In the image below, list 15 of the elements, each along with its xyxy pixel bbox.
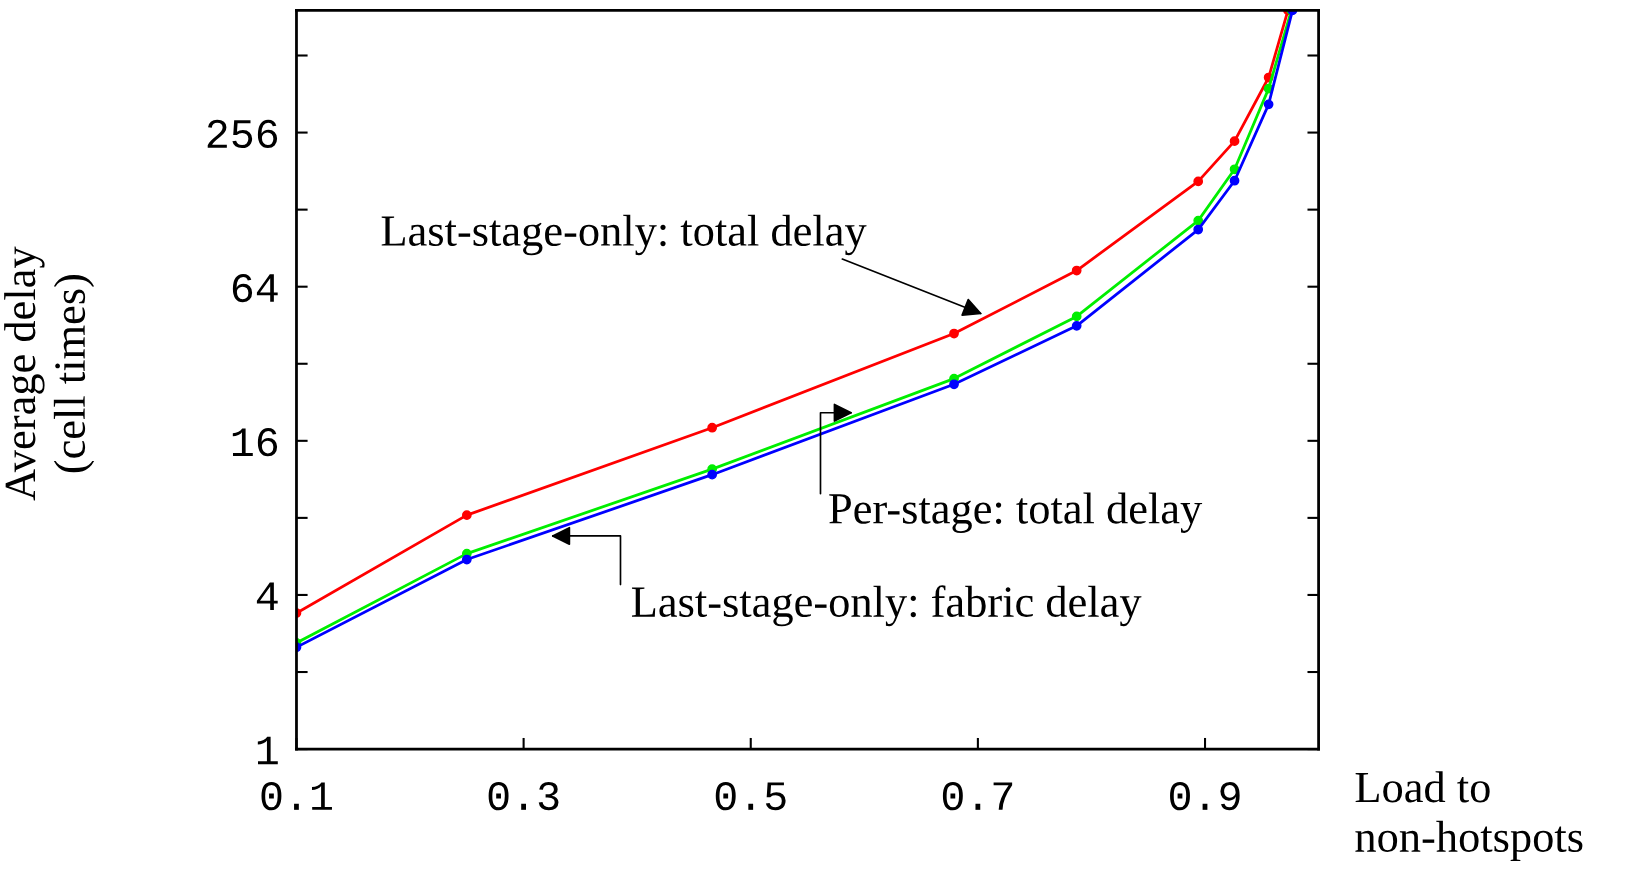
x-tick-label: 0.7	[942, 781, 1013, 811]
x-tick-label: 0.1	[261, 781, 332, 811]
annotation: Last-stage-only: total delay	[381, 214, 867, 256]
y-tick-label: 4	[256, 582, 278, 611]
annotation: Last-stage-only: fabric delay	[631, 585, 1142, 627]
y-tick-label: 16	[232, 428, 278, 457]
y-tick-label: 1	[257, 736, 278, 765]
x-axis-title: Load to non-hotspots	[1355, 771, 1583, 862]
y-tick-label: 256	[207, 119, 278, 149]
y-axis-title: Average delay (cell times)	[4, 246, 95, 501]
annotation: Per-stage: total delay	[829, 492, 1203, 533]
x-tick-label: 0.3	[488, 781, 559, 811]
x-tick-label: 0.5	[715, 781, 786, 811]
x-tick-label: 0.9	[1170, 781, 1240, 811]
y-tick-label: 64	[232, 273, 278, 303]
